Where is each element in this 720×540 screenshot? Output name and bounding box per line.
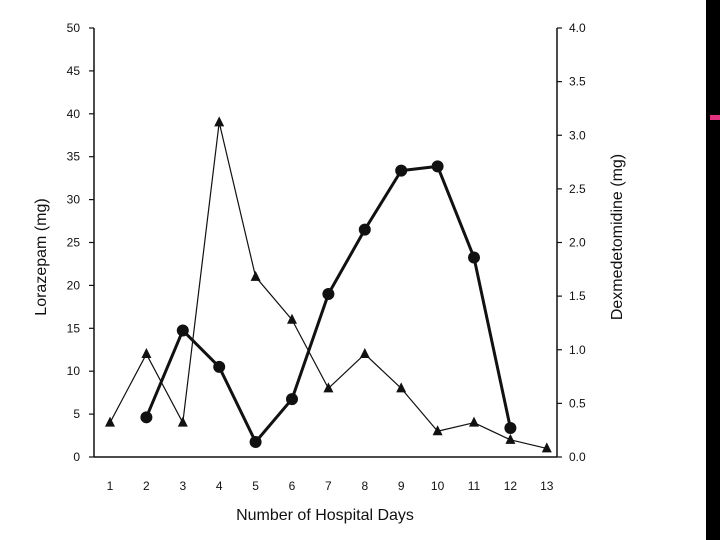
data-point-triangle <box>359 348 370 359</box>
data-point-triangle <box>214 116 225 127</box>
data-point-triangle <box>432 425 443 436</box>
right-tick-label: 0.5 <box>569 396 586 410</box>
right-tick-label: 3.0 <box>569 128 586 142</box>
data-point-circle <box>358 223 371 236</box>
axes <box>93 28 558 458</box>
x-tick-label: 11 <box>468 479 481 493</box>
series-layer <box>105 116 552 453</box>
left-tick-label: 30 <box>67 193 81 207</box>
x-tick-label: 9 <box>398 479 405 493</box>
x-tick-label: 6 <box>289 479 296 493</box>
right-tick-label: 1.0 <box>569 343 586 357</box>
left-y-axis-title: Lorazepam (mg) <box>33 198 50 315</box>
left-tick-label: 0 <box>73 450 80 464</box>
x-tick-label: 13 <box>540 479 554 493</box>
x-tick-label: 7 <box>325 479 332 493</box>
right-tick-label: 3.5 <box>569 75 586 89</box>
data-point-circle <box>140 411 153 424</box>
data-point-circle <box>395 164 408 177</box>
right-y-axis-ticks: 0.0 0.5 1.0 1.5 2.0 2.5 3.0 3.5 4.0 <box>557 21 586 464</box>
data-point-triangle <box>105 416 115 427</box>
right-tick-label: 0.0 <box>569 450 586 464</box>
left-tick-label: 40 <box>67 107 81 121</box>
right-tick-label: 1.5 <box>569 289 586 303</box>
left-tick-label: 5 <box>73 407 80 421</box>
data-point-triangle <box>469 416 479 427</box>
x-tick-label: 1 <box>107 479 114 493</box>
data-point-circle <box>468 251 480 264</box>
left-y-axis-ticks: 0 5 10 15 20 25 30 35 40 45 50 <box>67 21 94 464</box>
data-point-circle <box>504 422 517 435</box>
series-circle-line <box>145 164 512 444</box>
x-tick-label: 2 <box>143 479 150 493</box>
data-point-triangle <box>141 348 152 359</box>
right-tick-label: 2.0 <box>569 236 586 250</box>
x-tick-label: 8 <box>361 479 368 493</box>
left-tick-label: 45 <box>67 64 81 78</box>
right-tick-label: 4.0 <box>569 21 586 35</box>
data-point-triangle <box>323 382 334 393</box>
series-circle <box>140 160 517 448</box>
x-tick-label: 12 <box>504 479 518 493</box>
data-point-circle <box>213 360 226 373</box>
data-point-circle <box>322 287 335 300</box>
data-point-triangle <box>287 313 297 324</box>
left-tick-label: 25 <box>67 236 81 250</box>
left-tick-label: 20 <box>67 278 81 292</box>
x-tick-label: 10 <box>431 479 445 493</box>
x-tick-label: 4 <box>216 479 223 493</box>
left-tick-label: 50 <box>67 21 81 35</box>
data-point-circle <box>176 324 189 337</box>
data-point-triangle <box>505 433 516 444</box>
x-axis-ticks: 1 2 3 4 5 6 7 8 9 10 11 12 13 <box>107 479 554 493</box>
x-tick-label: 5 <box>252 479 259 493</box>
left-tick-label: 10 <box>67 364 81 378</box>
data-point-triangle <box>177 416 188 427</box>
data-point-circle <box>286 393 298 406</box>
data-point-circle <box>431 160 444 173</box>
left-tick-label: 15 <box>67 321 81 335</box>
data-point-triangle <box>396 382 407 393</box>
x-tick-label: 3 <box>179 479 186 493</box>
series-triangle <box>105 116 552 453</box>
right-tick-label: 2.5 <box>569 182 586 196</box>
accent-mark <box>710 115 720 120</box>
data-point-triangle <box>250 270 261 281</box>
left-tick-label: 35 <box>67 150 81 164</box>
data-point-triangle <box>541 442 552 453</box>
x-axis-title: Number of Hospital Days <box>236 507 414 524</box>
right-y-axis-title: Dexmedetomidine (mg) <box>609 154 626 320</box>
right-edge-strip <box>706 0 720 540</box>
data-point-circle <box>249 435 262 448</box>
